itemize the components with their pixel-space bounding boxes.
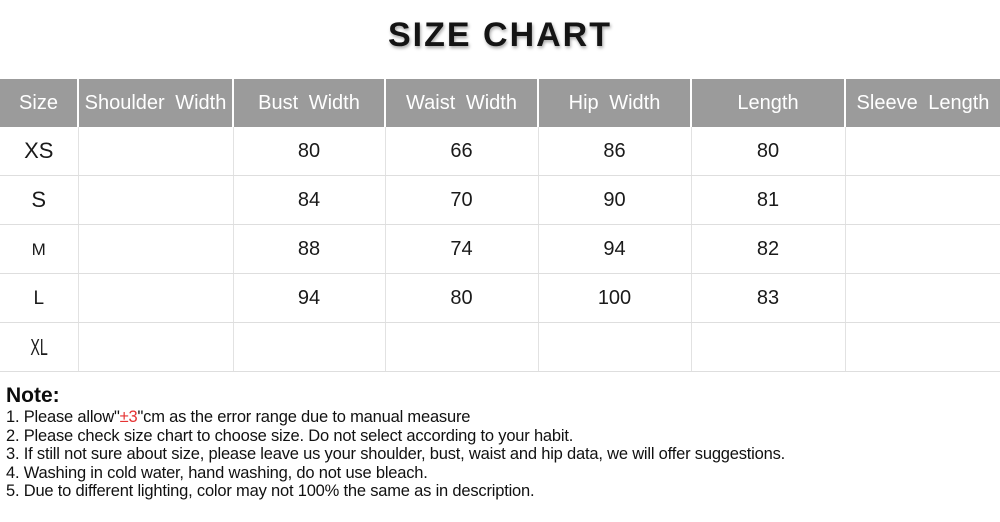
size-label-cell: L bbox=[0, 273, 79, 323]
measurement-cell bbox=[233, 322, 386, 372]
notes-section: Note: 1. Please allow"±3"cm as the error… bbox=[0, 372, 1000, 501]
column-header-bust-width: Bust Width bbox=[233, 79, 386, 127]
size-label-cell: XL bbox=[0, 322, 79, 372]
measurement-cell bbox=[845, 127, 1000, 176]
measurement-cell bbox=[78, 322, 234, 372]
size-chart-table: Size Shoulder Width Bust Width Waist Width H… bbox=[0, 79, 1000, 372]
measurement-cell bbox=[845, 273, 1000, 323]
table-row-m: M 88 74 94 82 bbox=[0, 224, 1000, 274]
size-label: XL bbox=[30, 333, 48, 360]
measurement-cell: 70 bbox=[385, 175, 539, 225]
measurement-cell: 81 bbox=[691, 175, 846, 225]
table-row-s: S 84 70 90 81 bbox=[0, 175, 1000, 225]
note-line-1-tolerance-value: ±3 bbox=[119, 408, 138, 426]
table-row-xs: XS 80 66 86 80 bbox=[0, 127, 1000, 176]
size-label: S bbox=[31, 187, 47, 212]
measurement-cell: 88 bbox=[233, 224, 386, 274]
note-line-1: 1. Please allow"±3"cm as the error range… bbox=[6, 408, 994, 427]
measurement-cell: 80 bbox=[691, 127, 846, 176]
note-line-1-prefix: 1. Please allow" bbox=[6, 408, 120, 426]
measurement-cell: 94 bbox=[538, 224, 692, 274]
size-label: M bbox=[31, 239, 46, 259]
measurement-cell: 90 bbox=[538, 175, 692, 225]
measurement-cell bbox=[385, 322, 539, 372]
measurement-cell: 74 bbox=[385, 224, 539, 274]
table-row-xl: XL bbox=[0, 322, 1000, 372]
measurement-cell bbox=[845, 322, 1000, 372]
size-label: L bbox=[33, 287, 45, 309]
measurement-cell: 66 bbox=[385, 127, 539, 176]
column-header-size: Size bbox=[0, 79, 79, 127]
size-label-cell: M bbox=[0, 224, 79, 274]
size-label: XS bbox=[24, 138, 54, 163]
measurement-cell bbox=[538, 322, 692, 372]
measurement-cell bbox=[78, 175, 234, 225]
table-header: Size Shoulder Width Bust Width Waist Width H… bbox=[0, 79, 1000, 127]
measurement-cell bbox=[78, 273, 234, 323]
notes-heading: Note: bbox=[6, 384, 60, 407]
measurement-cell bbox=[691, 322, 846, 372]
column-header-sleeve-length: Sleeve Length bbox=[845, 79, 1000, 127]
measurement-cell: 83 bbox=[691, 273, 846, 323]
size-label-cell: S bbox=[0, 175, 79, 225]
note-line-5: 5. Due to different lighting, color may … bbox=[6, 482, 535, 500]
measurement-cell: 80 bbox=[233, 127, 386, 176]
page-title: SIZE CHART bbox=[388, 16, 612, 54]
measurement-cell bbox=[845, 224, 1000, 274]
note-line-3: 3. If still not sure about size, please … bbox=[6, 445, 786, 463]
note-line-1-suffix: "cm as the error range due to manual mea… bbox=[137, 408, 471, 426]
measurement-cell bbox=[845, 175, 1000, 225]
measurement-cell bbox=[78, 224, 234, 274]
measurement-cell: 82 bbox=[691, 224, 846, 274]
note-line-2: 2. Please check size chart to choose siz… bbox=[6, 426, 574, 445]
column-header-shoulder-width: Shoulder Width bbox=[78, 79, 234, 127]
measurement-cell: 84 bbox=[233, 175, 386, 225]
table-body: XS 80 66 86 80 S 84 70 90 81 M 88 74 94 82 L 94 80 100 83 XL bbox=[0, 127, 1000, 372]
column-header-hip-width: Hip Width bbox=[538, 79, 692, 127]
column-header-waist-width: Waist Width bbox=[385, 79, 539, 127]
table-row-l: L 94 80 100 83 bbox=[0, 273, 1000, 323]
size-label-cell: XS bbox=[0, 127, 79, 176]
note-line-4: 4. Washing in cold water, hand washing, … bbox=[6, 463, 428, 482]
column-header-length: Length bbox=[691, 79, 846, 127]
measurement-cell: 100 bbox=[538, 273, 692, 323]
header-row: Size Shoulder Width Bust Width Waist Width H… bbox=[0, 79, 1000, 127]
measurement-cell: 80 bbox=[385, 273, 539, 323]
measurement-cell: 94 bbox=[233, 273, 386, 323]
measurement-cell: 86 bbox=[538, 127, 692, 176]
measurement-cell bbox=[78, 127, 234, 176]
